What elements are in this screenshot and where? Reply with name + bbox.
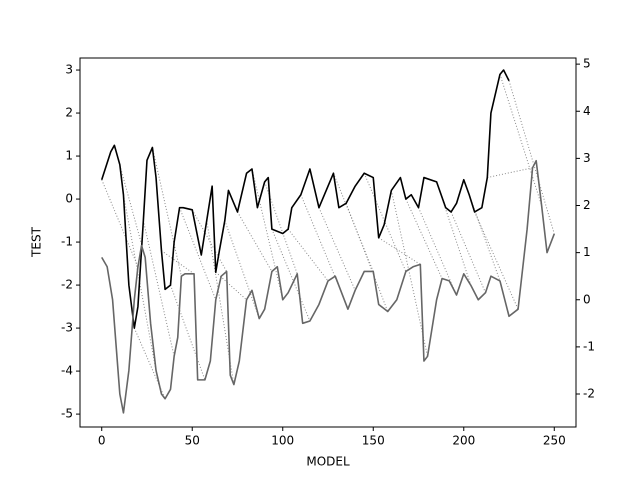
y2-tick-label: 2 (583, 198, 591, 212)
y-tick-label: -3 (61, 321, 73, 335)
y-tick-label: 0 (65, 192, 73, 206)
connector (251, 168, 284, 300)
data-line (100, 69, 510, 329)
connector (405, 198, 443, 279)
y-tick-label: -5 (61, 407, 73, 421)
y-tick-label: -2 (61, 278, 73, 292)
connector (113, 145, 146, 258)
y-tick-label: 3 (65, 63, 73, 77)
plot-frame (79, 57, 577, 428)
y-tick-label: 1 (65, 149, 73, 163)
connector (133, 327, 166, 399)
connector (287, 228, 329, 282)
y-tick-label: 2 (65, 106, 73, 120)
connector (151, 147, 182, 277)
y-axis-label: TEST (30, 226, 44, 258)
y2-tick-label: 1 (583, 245, 591, 259)
y-tick-label: -4 (61, 364, 73, 378)
connector (101, 179, 139, 267)
connector (142, 220, 175, 357)
connector (418, 207, 457, 296)
connector (264, 181, 298, 275)
connector (161, 250, 195, 275)
y-tick-label: -1 (61, 235, 73, 249)
connector (300, 194, 342, 291)
y2-tick-label: -2 (583, 387, 595, 401)
connector (237, 211, 273, 272)
connector (170, 284, 206, 381)
x-tick-label: 50 (185, 434, 200, 448)
x-tick-label: 150 (362, 434, 385, 448)
connector (318, 207, 356, 291)
x-tick-label: 200 (452, 434, 475, 448)
x-tick-label: 250 (543, 434, 566, 448)
y2-tick-label: 4 (583, 104, 591, 118)
y2-tick-label: 0 (583, 292, 591, 306)
connector (224, 220, 260, 319)
x-axis-label: MODEL (306, 455, 350, 469)
x-tick-label: 100 (271, 434, 294, 448)
y2-tick-label: 5 (583, 57, 591, 71)
x-tick-label: 0 (98, 434, 106, 448)
connector (345, 203, 389, 312)
connector (378, 237, 421, 265)
data-line (101, 159, 556, 414)
y2-tick-label: 3 (583, 151, 591, 165)
connector (390, 190, 429, 357)
connector (508, 80, 555, 234)
connector (499, 74, 543, 206)
y2-tick-label: -1 (583, 339, 595, 353)
